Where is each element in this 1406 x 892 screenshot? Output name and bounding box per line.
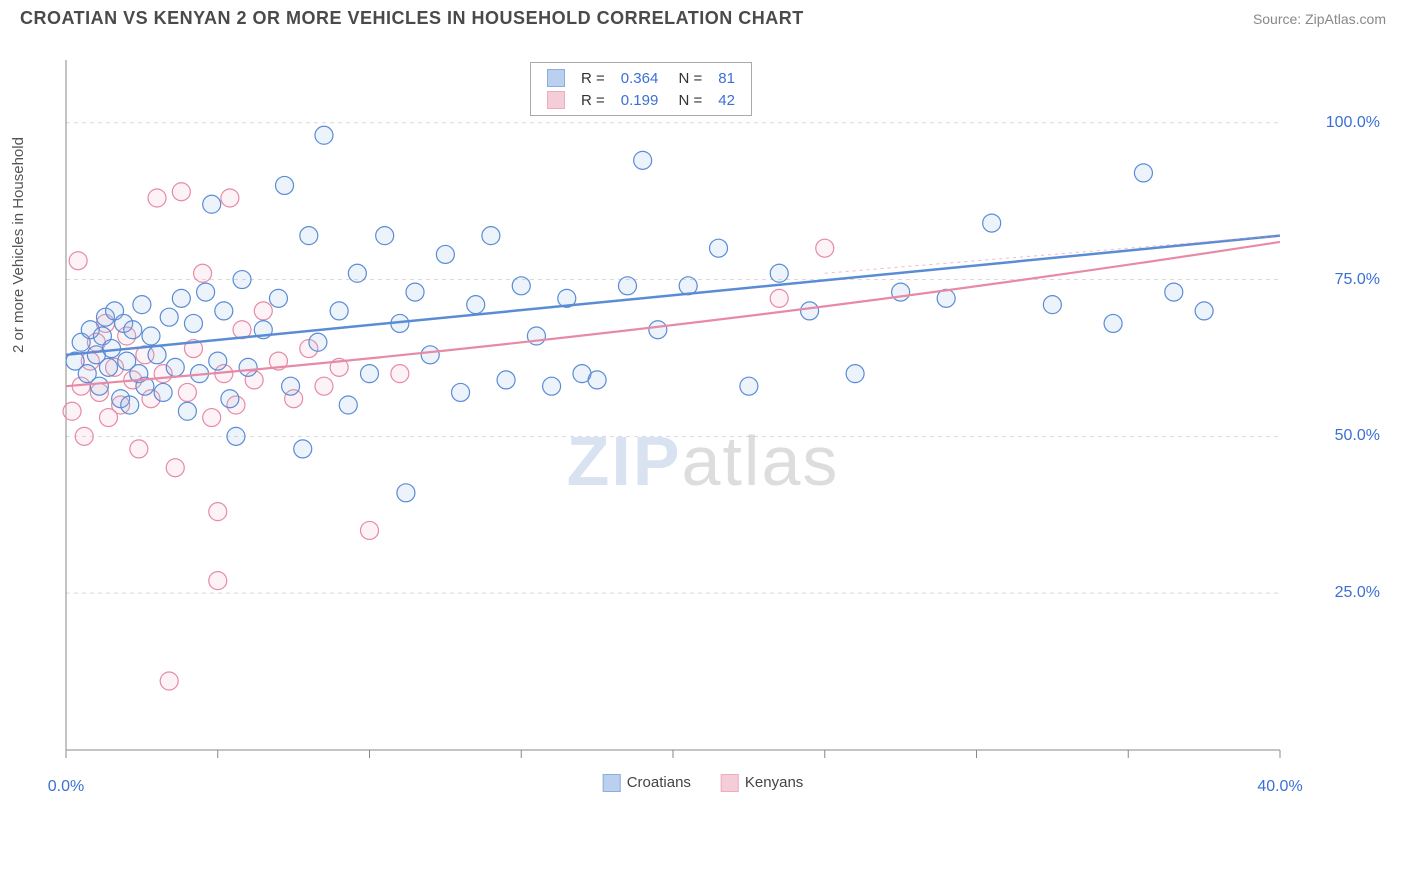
x-tick-label: 0.0% — [48, 778, 84, 796]
legend-item: Croatians — [603, 774, 691, 792]
chart-header: CROATIAN VS KENYAN 2 OR MORE VEHICLES IN… — [0, 0, 1406, 37]
y-tick-label: 100.0% — [1326, 114, 1380, 132]
chart-area: 2 or more Vehicles in Household ZIPatlas… — [20, 50, 1386, 872]
y-tick-label: 25.0% — [1335, 584, 1380, 602]
chart-source: Source: ZipAtlas.com — [1253, 11, 1386, 27]
chart-title: CROATIAN VS KENYAN 2 OR MORE VEHICLES IN… — [20, 8, 804, 29]
y-tick-label: 75.0% — [1335, 271, 1380, 289]
legend-stats: R =0.364 N =81 R =0.199 N =42 — [530, 62, 752, 116]
scatter-plot — [20, 50, 1340, 810]
x-tick-label: 40.0% — [1257, 778, 1302, 796]
legend-series: Croatians Kenyans — [603, 774, 804, 792]
y-tick-label: 50.0% — [1335, 427, 1380, 445]
legend-item: Kenyans — [721, 774, 803, 792]
y-axis-label: 2 or more Vehicles in Household — [10, 137, 27, 353]
